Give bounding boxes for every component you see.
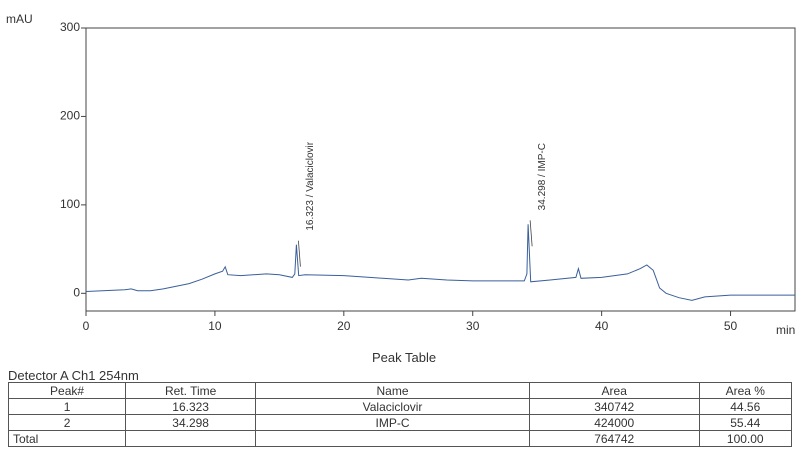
annotation: 34.298 / IMP-C [537,143,548,210]
chart: mAU min 0 100 200 300 0 10 20 30 40 50 16.323 / Va… [6,12,796,337]
x-tick-label: 10 [208,319,222,333]
table-cell: 100.00 [698,430,793,447]
table-cell: IMP-C [255,414,530,431]
y-tick-label: 300 [60,20,80,34]
y-tick-label: 200 [60,109,80,123]
y-tick-label: 0 [73,285,80,299]
table-row: 2 34.298 IMP-C 424000 55.44 [7,414,793,431]
table-cell: 1 [7,398,127,415]
detector-label: Detector A Ch1 254nm [8,368,139,383]
header-cell: Area % [698,382,793,399]
table-cell: 2 [7,414,127,431]
table-cell: Valaciclovir [255,398,530,415]
table-cell: 55.44 [698,414,793,431]
table-title: Peak Table [372,350,437,365]
y-axis-label: mAU [6,12,33,26]
header-cell: Area [528,382,700,399]
x-tick-label: 30 [466,319,480,333]
annotation: 16.323 / Valaciclovir [305,141,316,230]
table-cell: 34.298 [125,414,257,431]
table-cell: Total [7,430,127,447]
x-tick-label: 40 [595,319,609,333]
x-tick-label: 50 [724,319,738,333]
table-cell: 340742 [528,398,700,415]
trace [85,224,795,301]
table-cell [125,430,257,447]
table-cell: 764742 [528,430,700,447]
y-tick-label: 100 [60,197,80,211]
annotation-arrow [298,240,301,267]
table-cell: 44.56 [698,398,793,415]
header-cell: Name [255,382,530,399]
annotation-arrow [529,220,533,247]
plot-frame [85,27,796,312]
table-cell: 16.323 [125,398,257,415]
x-tick-label: 0 [83,319,90,333]
peak-table: Peak# Ret. Time Name Area Area % 1 16.323 Valac… [7,382,793,447]
table-cell [255,430,530,447]
header-cell: Peak# [7,382,127,399]
table-row: Total 764742 100.00 [7,430,793,447]
x-axis-label: min [776,323,795,337]
header-cell: Ret. Time [125,382,257,399]
table-cell: 424000 [528,414,700,431]
header-row: Peak# Ret. Time Name Area Area % [7,382,793,399]
table-row: 1 16.323 Valaciclovir 340742 44.56 [7,398,793,415]
x-tick-label: 20 [337,319,351,333]
